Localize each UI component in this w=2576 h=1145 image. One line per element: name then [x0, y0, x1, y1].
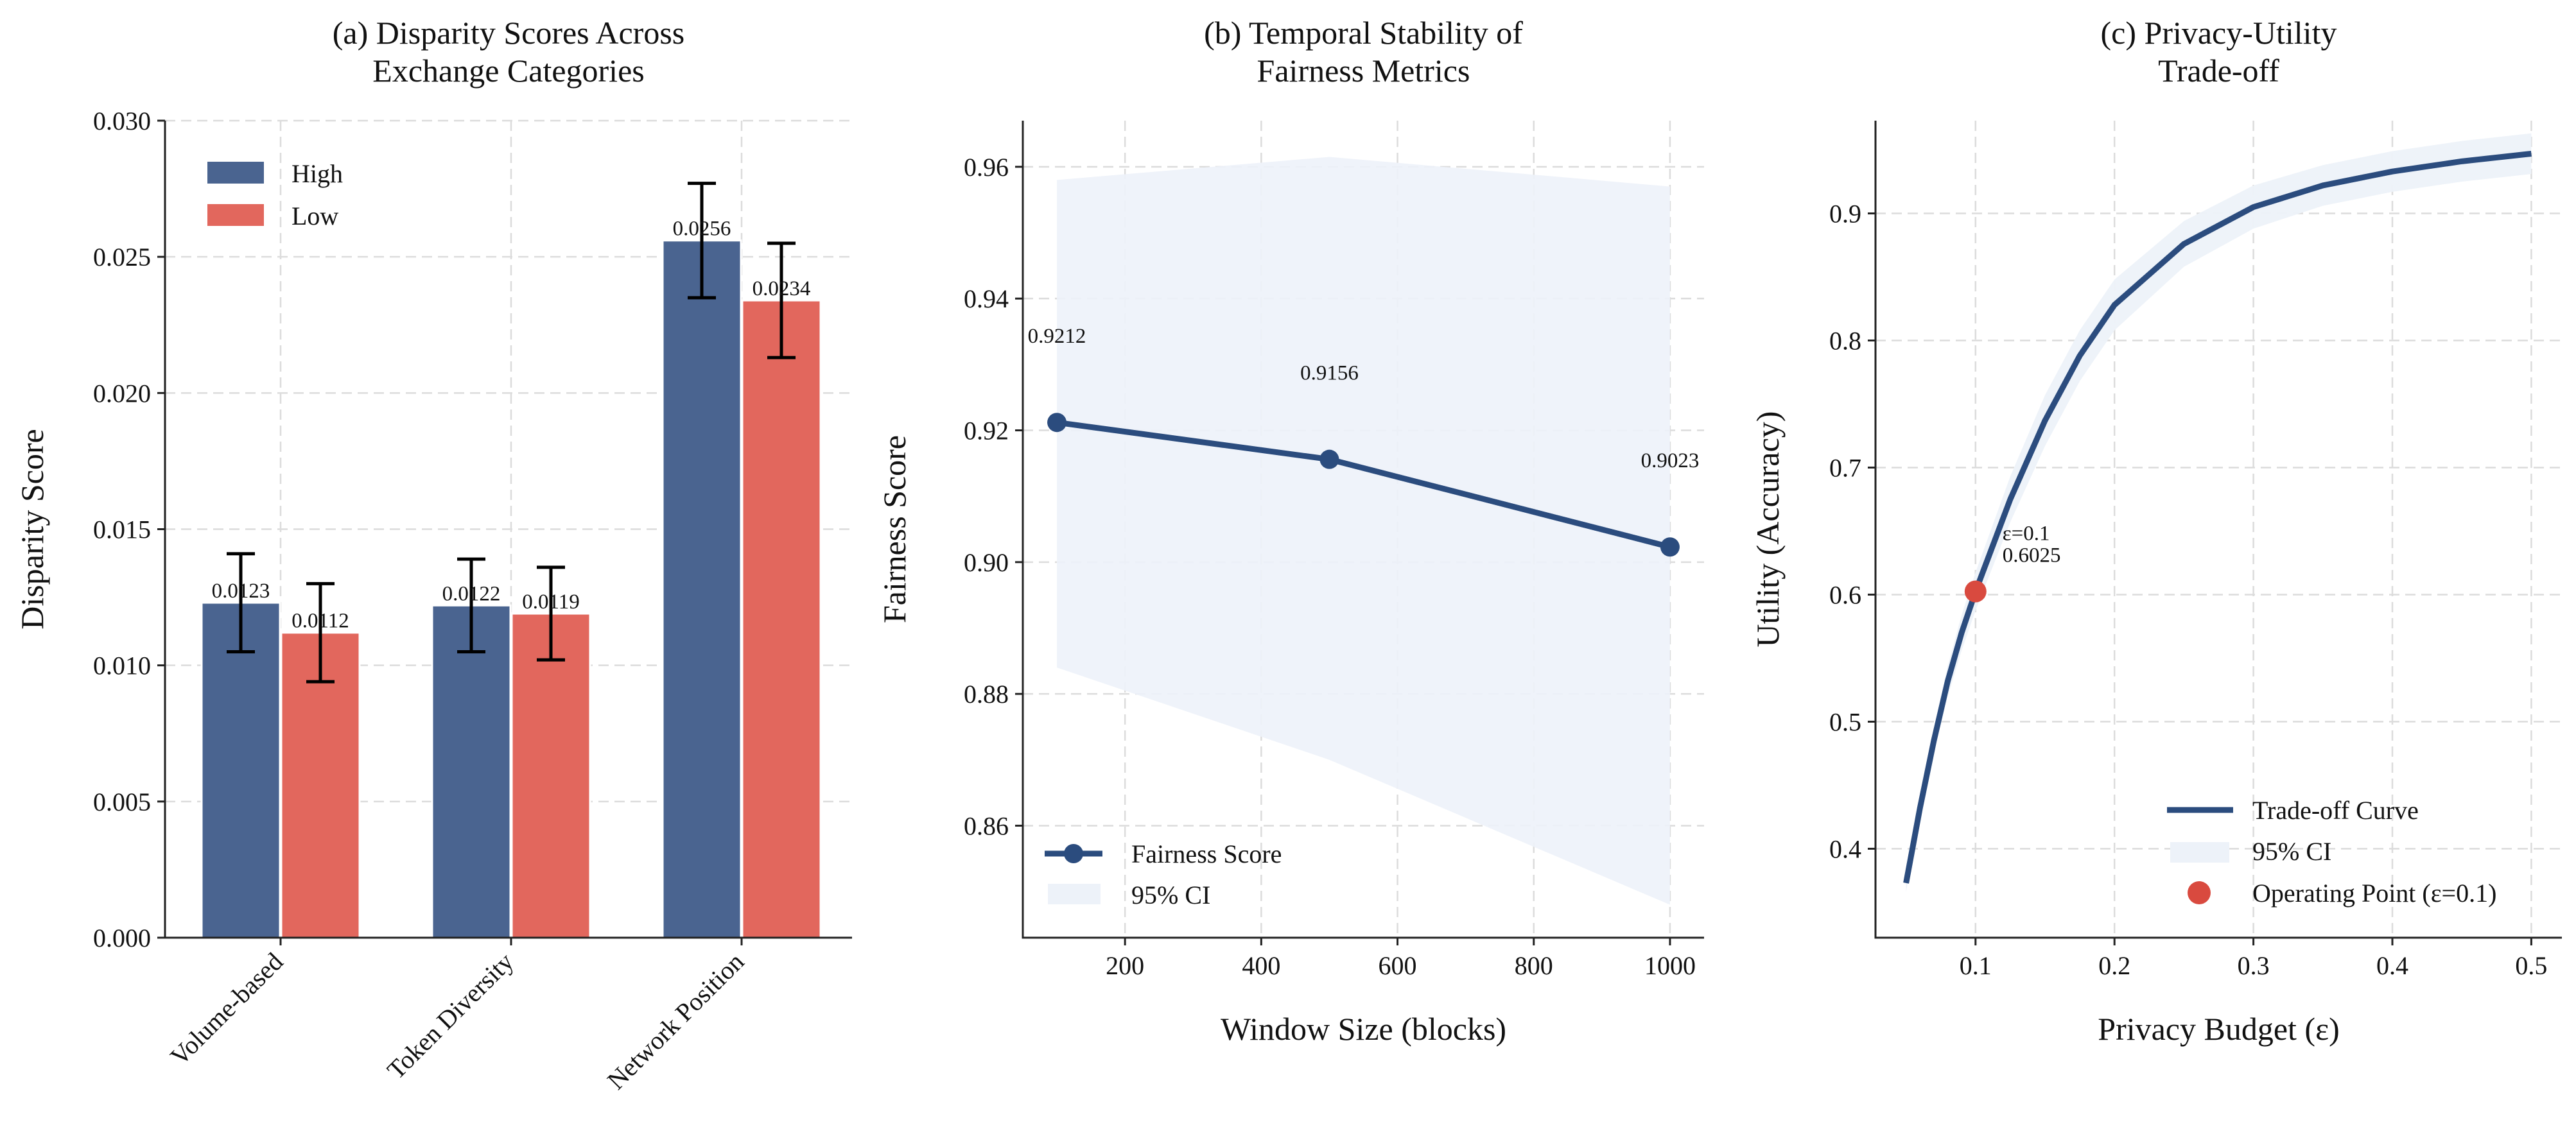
fairness-score-point [1047, 413, 1067, 433]
chart-title-line-1: (b) Temporal Stability of [1204, 15, 1523, 51]
x-tick-label: Token Diversity [381, 947, 519, 1085]
bar-high [431, 604, 512, 939]
chart-title-line-2: Exchange Categories [372, 53, 644, 89]
legend-label: 95% CI [1131, 881, 1210, 909]
y-tick-label: 0.92 [964, 417, 1009, 445]
operating-point-label-value: 0.6025 [2003, 544, 2061, 567]
panel-b: 0.86 0.88 0.90 0.92 0.94 0.96 0.9212 0.9156 0.90… [876, 15, 1704, 1047]
legend-label: Operating Point (ε=0.1) [2252, 879, 2496, 908]
axes-frame [1874, 121, 2562, 939]
fairness-score-point [1319, 449, 1339, 469]
y-tick-label: 0.015 [93, 515, 151, 544]
y-tick-label: 0.020 [93, 379, 151, 408]
y-tick-label: 0.030 [93, 107, 151, 135]
legend-label: 95% CI [2252, 837, 2331, 866]
y-tick-label: 0.005 [93, 788, 151, 816]
ci-band [1057, 157, 1670, 905]
bar-low [741, 299, 822, 939]
ci-band [1906, 133, 2532, 892]
bar-high [200, 601, 281, 939]
y-tick-label: 0.94 [964, 284, 1009, 313]
x-tick-label: 0.3 [2238, 951, 2270, 980]
legend-label: Fairness Score [1131, 839, 1282, 868]
legend-swatch-ci [2170, 842, 2229, 863]
y-tick-label: 0.4 [1829, 834, 1861, 863]
legend-label: Low [292, 202, 338, 230]
trade-off-curve [1903, 151, 2532, 884]
point-value-label: 0.9156 [1300, 362, 1359, 385]
x-tick-label: 0.5 [2515, 951, 2547, 980]
point-value-label: 0.9023 [1641, 449, 1700, 472]
y-tick-label: 0.025 [93, 243, 151, 271]
fairness-score-point [1660, 537, 1680, 557]
legend-swatch-ci [1048, 884, 1101, 904]
y-tick-label: 0.010 [93, 651, 151, 680]
y-tick-label: 0.96 [964, 153, 1009, 182]
x-tick-label: 0.2 [2098, 951, 2130, 980]
y-axis-label: Disparity Score [14, 429, 50, 629]
chart-title-line-1: (a) Disparity Scores Across [333, 15, 685, 51]
chart-title-line-2: Trade-off [2158, 53, 2279, 89]
y-axis-label: Utility (Accuracy) [1750, 411, 1786, 648]
legend-swatch-low [207, 204, 264, 226]
y-tick-label: 0.90 [964, 548, 1009, 577]
x-axis-label: Window Size (blocks) [1221, 1011, 1506, 1047]
x-tick-label: 400 [1242, 951, 1280, 980]
y-tick-label: 0.5 [1829, 707, 1861, 736]
chart-title-line-2: Fairness Metrics [1257, 53, 1470, 89]
point-value-label: 0.9212 [1028, 325, 1086, 348]
x-tick-label: Network Position [602, 947, 750, 1096]
y-tick-label: 0.6 [1829, 580, 1861, 609]
axes-frame [164, 121, 852, 939]
legend-label: Trade-off Curve [2252, 796, 2419, 825]
legend-swatch-high [207, 162, 264, 184]
x-tick-label: 0.4 [2376, 951, 2408, 980]
x-tick-label: 0.1 [1960, 951, 1992, 980]
axes-frame [1022, 121, 1704, 939]
bar-value-label: 0.0234 [753, 277, 811, 300]
operating-point-label-epsilon: ε=0.1 [2003, 522, 2050, 546]
x-axis-label: Privacy Budget (ε) [2098, 1011, 2339, 1047]
legend-marker-icon [1064, 844, 1083, 863]
bar-low [510, 612, 591, 939]
y-tick-label: 0.7 [1829, 453, 1861, 482]
x-tick-label: 800 [1515, 951, 1553, 980]
y-tick-label: 0.8 [1829, 327, 1861, 356]
y-tick-label: 0.88 [964, 680, 1009, 709]
bar-value-label: 0.0123 [212, 580, 270, 603]
bar-value-label: 0.0119 [522, 590, 580, 614]
bar-value-label: 0.0122 [442, 582, 501, 605]
panel-a: 0.000 0.005 0.010 0.015 0.020 0.025 0.030 0.012… [14, 15, 852, 1095]
operating-point-marker [1964, 580, 1987, 603]
y-tick-label: 0.86 [964, 811, 1009, 840]
legend-label: High [292, 159, 343, 188]
chart-title-line-1: (c) Privacy-Utility [2101, 15, 2337, 51]
bar-low [280, 632, 361, 939]
bar-value-label: 0.0112 [292, 610, 349, 633]
x-tick-label: 600 [1379, 951, 1417, 980]
bar-high [661, 239, 742, 939]
panel-c: 0.4 0.5 0.6 0.7 0.8 0.9 ε=0.10.6025 0.1 0.2 0.3 0.… [1750, 15, 2562, 1047]
bar-value-label: 0.0256 [673, 218, 731, 241]
legend-marker-icon [2188, 881, 2211, 904]
y-tick-label: 0.9 [1829, 200, 1861, 228]
x-tick-label: Volume-based [164, 947, 288, 1071]
x-tick-label: 1000 [1644, 951, 1696, 980]
x-tick-label: 200 [1106, 951, 1144, 980]
y-tick-label: 0.000 [93, 924, 151, 952]
y-axis-label: Fairness Score [876, 435, 912, 623]
